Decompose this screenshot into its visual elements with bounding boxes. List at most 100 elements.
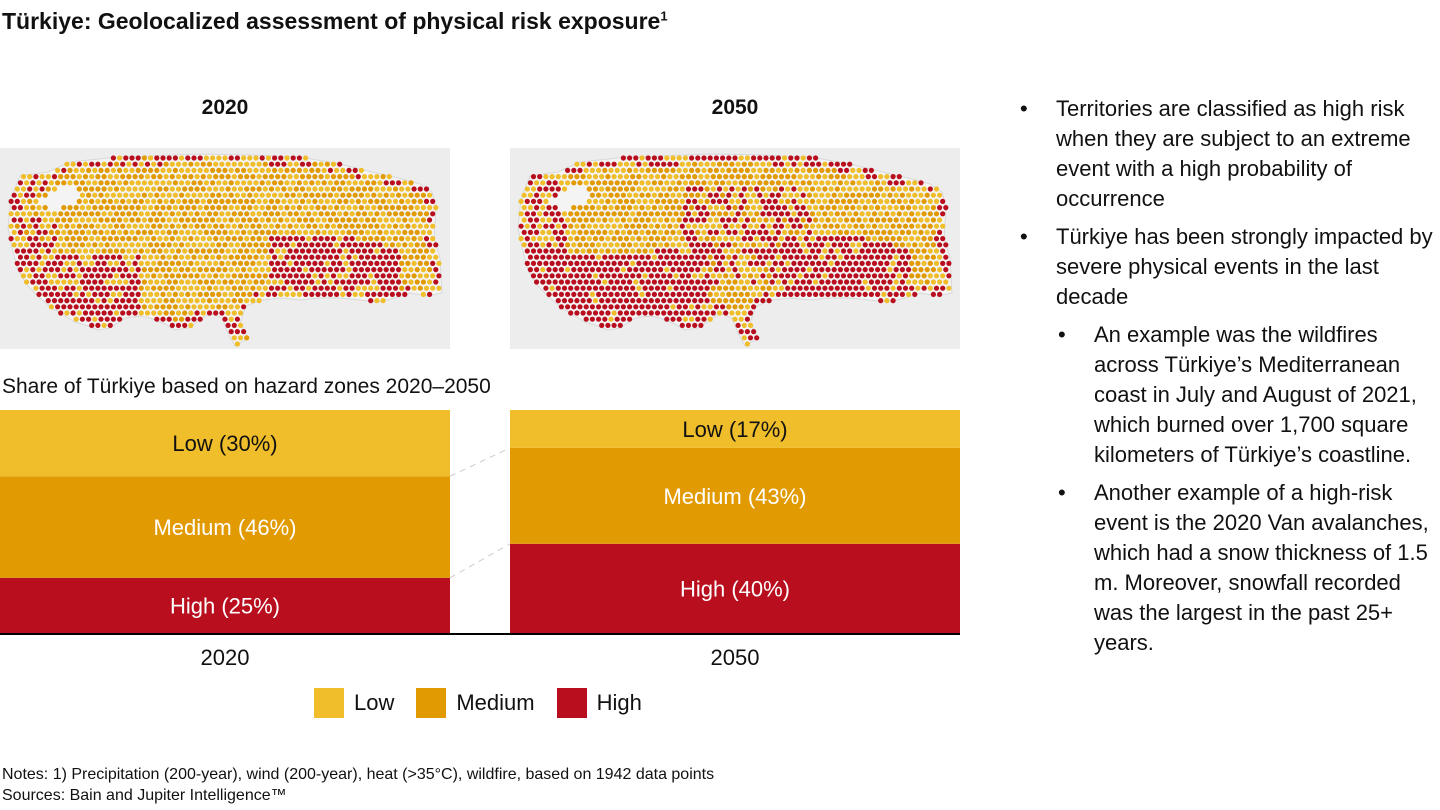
risk-dot (61, 167, 67, 173)
risk-dot (327, 267, 333, 273)
risk-dot (924, 229, 930, 235)
risk-dot (707, 205, 713, 211)
risk-dot (73, 217, 79, 223)
bullet-text: Territories are classified as high risk … (1056, 96, 1411, 211)
risk-dot (766, 236, 772, 242)
risk-dot (890, 198, 896, 204)
risk-dot (129, 242, 135, 248)
risk-dot (296, 291, 302, 297)
bar-label-high-2050: High (40%) (680, 576, 790, 601)
risk-dot (552, 242, 558, 248)
risk-dot (754, 285, 760, 291)
risk-dot (921, 248, 927, 254)
risk-dot (906, 192, 912, 198)
risk-dot (20, 248, 27, 254)
risk-dot (782, 242, 788, 248)
risk-dot (24, 217, 30, 223)
risk-dot (627, 155, 633, 161)
risk-dot (334, 267, 340, 273)
risk-dot (902, 285, 909, 291)
risk-dot (676, 267, 682, 273)
risk-dot (682, 180, 688, 186)
risk-dot (583, 291, 589, 297)
risk-dot (800, 279, 806, 285)
risk-dot (689, 155, 695, 161)
risk-dot (623, 248, 630, 254)
risk-dot (253, 229, 259, 235)
risk-dot (17, 242, 23, 248)
risk-dot (281, 236, 287, 242)
risk-dot (355, 223, 361, 229)
risk-dot (368, 211, 374, 217)
risk-dot (701, 267, 707, 273)
risk-dot (262, 223, 268, 229)
risk-dot (191, 192, 197, 198)
risk-dot (819, 254, 825, 260)
risk-dot (244, 198, 250, 204)
risk-dot (281, 161, 287, 167)
risk-dot (188, 198, 194, 204)
risk-dot (813, 291, 819, 297)
risk-dot (228, 242, 234, 248)
risk-dot (349, 198, 355, 204)
risk-dot (392, 236, 399, 242)
risk-dot (278, 192, 284, 198)
risk-dot (698, 161, 704, 167)
risk-dot (55, 279, 61, 285)
risk-dot (623, 285, 630, 291)
risk-dot (309, 217, 315, 223)
risk-dot (574, 285, 580, 291)
risk-dot (732, 242, 738, 248)
risk-dot (797, 198, 803, 204)
risk-dot (837, 180, 843, 186)
risk-dot (92, 192, 98, 198)
risk-dot (8, 198, 14, 204)
risk-dot (596, 205, 602, 211)
risk-dot (55, 254, 61, 260)
risk-dot (596, 291, 602, 297)
risk-dot (179, 205, 185, 211)
risk-dots (518, 155, 952, 347)
risk-dot (120, 223, 126, 229)
risk-dot (222, 279, 228, 285)
risk-dot (831, 242, 837, 248)
risk-dot (813, 192, 819, 198)
risk-dot (64, 310, 70, 316)
risk-dot (70, 174, 76, 180)
risk-dot (203, 192, 209, 198)
risk-dot (343, 223, 349, 229)
risk-dot (884, 186, 890, 192)
risk-dot (405, 248, 411, 254)
risk-dot (775, 279, 781, 285)
risk-dot (623, 298, 630, 304)
risk-dot (679, 186, 685, 192)
risk-dot (791, 198, 797, 204)
risk-dots (8, 155, 442, 347)
risk-dot (760, 260, 766, 266)
risk-dot (73, 254, 79, 260)
risk-dot (707, 316, 713, 322)
risk-dot (549, 236, 555, 242)
footnote-sources: Sources: Bain and Jupiter Intelligence™ (2, 787, 287, 804)
risk-dot (166, 279, 172, 285)
risk-dot (383, 254, 389, 260)
risk-dot (98, 205, 104, 211)
risk-dot (534, 180, 540, 186)
risk-dot (689, 267, 695, 273)
risk-dot (241, 254, 247, 260)
risk-dot (751, 167, 757, 173)
risk-dot (611, 236, 617, 242)
risk-dot (36, 267, 42, 273)
risk-dot (27, 273, 33, 279)
risk-dot (160, 267, 166, 273)
risk-dot (741, 198, 747, 204)
risk-dot (912, 291, 918, 297)
risk-dot (834, 236, 840, 242)
risk-dot (782, 167, 788, 173)
risk-dot (244, 248, 250, 254)
risk-dot (766, 298, 772, 304)
risk-dot (816, 174, 822, 180)
risk-dot (701, 242, 707, 248)
risk-dot (899, 279, 905, 285)
risk-dot (676, 279, 682, 285)
